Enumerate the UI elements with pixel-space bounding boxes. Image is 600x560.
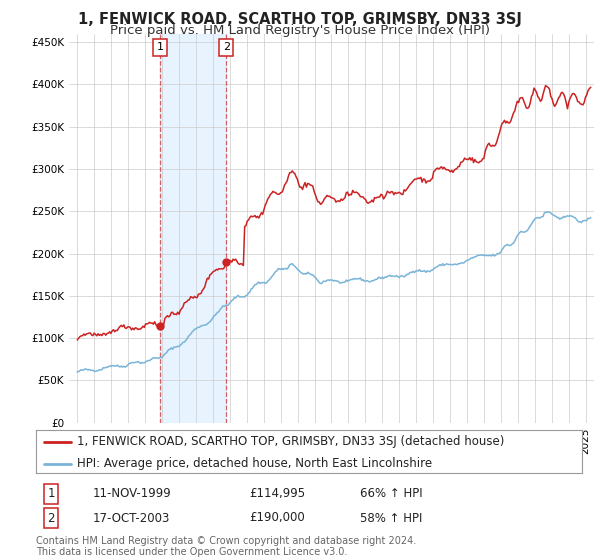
Text: 17-OCT-2003: 17-OCT-2003 [93,511,170,525]
Text: 11-NOV-1999: 11-NOV-1999 [93,487,172,501]
Text: Contains HM Land Registry data © Crown copyright and database right 2024.
This d: Contains HM Land Registry data © Crown c… [36,535,416,557]
Text: Price paid vs. HM Land Registry's House Price Index (HPI): Price paid vs. HM Land Registry's House … [110,24,490,37]
Bar [160,34,226,423]
Text: 1: 1 [47,487,55,501]
Text: 66% ↑ HPI: 66% ↑ HPI [360,487,422,501]
Text: £190,000: £190,000 [249,511,305,525]
Text: 1, FENWICK ROAD, SCARTHO TOP, GRIMSBY, DN33 3SJ: 1, FENWICK ROAD, SCARTHO TOP, GRIMSBY, D… [78,12,522,27]
Text: HPI: Average price, detached house, North East Lincolnshire: HPI: Average price, detached house, Nort… [77,457,432,470]
Text: 58% ↑ HPI: 58% ↑ HPI [360,511,422,525]
Text: 1: 1 [157,42,164,52]
Text: 2: 2 [47,511,55,525]
Text: £114,995: £114,995 [249,487,305,501]
Text: 1, FENWICK ROAD, SCARTHO TOP, GRIMSBY, DN33 3SJ (detached house): 1, FENWICK ROAD, SCARTHO TOP, GRIMSBY, D… [77,435,505,448]
Text: 2: 2 [223,42,230,52]
